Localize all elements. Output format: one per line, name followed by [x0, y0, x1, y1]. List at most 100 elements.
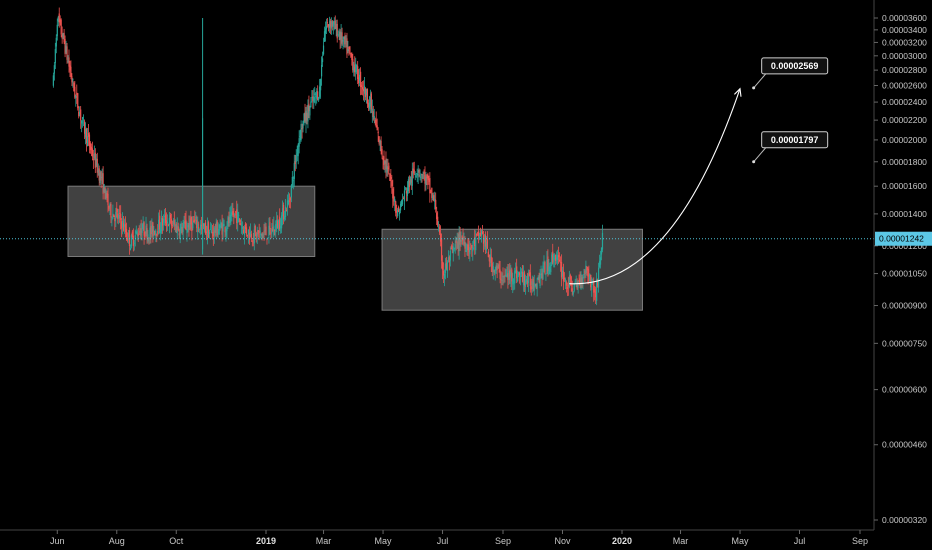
candle-body [300, 124, 302, 141]
candle-body [75, 95, 77, 98]
candle-body [191, 222, 193, 232]
candle-body [478, 231, 480, 236]
candle-body [447, 257, 449, 261]
x-axis[interactable]: Jun Aug Oct 2019 Mar May Jul Sep Nov 2020 Mar May Ju… [50, 530, 868, 546]
candle-body [122, 220, 124, 227]
candle-body [112, 213, 114, 219]
candle-body [132, 235, 134, 246]
candle-body [226, 227, 228, 232]
candle-body [439, 233, 442, 242]
candle-body [189, 218, 191, 230]
candle-body [508, 271, 510, 281]
candle-body [276, 219, 278, 229]
candle-body [306, 112, 308, 121]
candle-body [248, 233, 251, 239]
candle-body [434, 199, 436, 202]
candle-body [315, 95, 317, 97]
candle-body [398, 207, 400, 212]
candle-body [201, 225, 203, 226]
candle-body [375, 119, 377, 128]
candle-body [474, 237, 476, 247]
candle-body [328, 24, 330, 28]
candle-body [374, 119, 376, 124]
candle-body [587, 268, 589, 277]
candle-body [528, 272, 530, 276]
candle-body [459, 231, 461, 245]
candle-body [443, 273, 446, 279]
candle-body [95, 158, 97, 166]
candle-body [269, 222, 271, 229]
candle-body [358, 77, 360, 84]
candle-body [426, 174, 428, 179]
candle-body [118, 214, 120, 219]
candle-body [595, 291, 597, 298]
y-tick-label: 0.00000460 [882, 440, 927, 450]
candle-body [523, 272, 526, 286]
candle-body [430, 190, 432, 192]
candle-body [236, 209, 238, 224]
callout-anchor-dot [752, 86, 756, 90]
candle-body [383, 156, 385, 165]
candle-body [164, 214, 167, 224]
candle-body [307, 105, 309, 122]
candle-body [343, 36, 345, 40]
candle-body [176, 225, 178, 234]
candle-body [134, 235, 136, 240]
candle-body [469, 247, 471, 255]
candle-body [585, 265, 587, 274]
y-axis[interactable]: 0.00003600 0.00003400 0.00003200 0.00003000… [874, 13, 927, 525]
callout-box [761, 131, 829, 149]
candle-body [354, 64, 356, 73]
candle-body [396, 211, 398, 213]
candle-body [530, 286, 532, 290]
candle-body [85, 128, 88, 143]
candle-body [193, 220, 195, 223]
candle-body [501, 279, 503, 281]
candle-body [473, 240, 475, 244]
candle-body [597, 282, 599, 286]
y-tick-label: 0.00003600 [882, 13, 927, 23]
candle-body [227, 217, 229, 227]
candle-body [588, 274, 590, 281]
candle-body [402, 198, 405, 199]
candle-body [78, 111, 80, 117]
candle-body [357, 66, 359, 79]
candle-body [185, 219, 187, 230]
candle-body [150, 225, 152, 235]
candle-body [591, 282, 593, 290]
candle-body [64, 38, 66, 54]
candle-body [436, 212, 438, 220]
candle-body [263, 231, 265, 233]
candle-body [542, 265, 544, 280]
candle-body [284, 206, 287, 218]
candle-body [79, 112, 81, 115]
candle-body [485, 241, 488, 250]
candle-body [582, 276, 584, 284]
candle-body [448, 256, 450, 263]
candle-body [467, 244, 469, 251]
candle-body [450, 248, 452, 249]
candle-body [186, 229, 188, 234]
candle-body [159, 215, 161, 230]
candle-body [235, 211, 237, 213]
candle-body [424, 174, 426, 184]
candle-body [414, 174, 416, 176]
candle-body [532, 278, 534, 289]
candle-body [454, 243, 456, 249]
candle-body [120, 213, 122, 221]
candle-body [243, 226, 246, 236]
candle-body [52, 75, 54, 86]
candle-body [491, 263, 493, 273]
candle-body [153, 230, 155, 235]
candle-body [384, 160, 386, 164]
candle-body [70, 66, 72, 77]
candle-body [194, 219, 196, 221]
candle-body [173, 219, 175, 225]
candle-body [581, 277, 583, 284]
candle-body [142, 224, 144, 230]
candle-body [219, 223, 221, 229]
candle-body [113, 214, 115, 217]
candlestick-series [52, 7, 604, 306]
candle-body [167, 225, 170, 227]
